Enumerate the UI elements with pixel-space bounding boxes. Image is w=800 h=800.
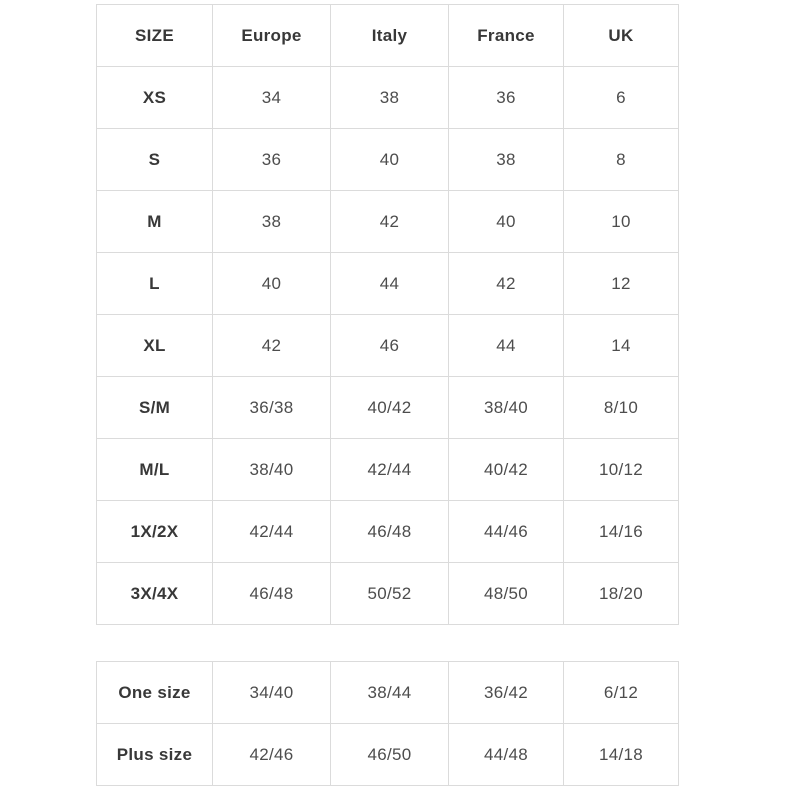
value-cell: 42/44 — [212, 500, 331, 563]
value-cell: 18/20 — [563, 562, 679, 625]
value-cell: 42 — [448, 252, 564, 315]
column-header-france: France — [448, 4, 564, 67]
value-cell: 44 — [448, 314, 564, 377]
value-cell: 36/38 — [212, 376, 331, 439]
value-cell: 36 — [448, 66, 564, 129]
table-row: L 40 44 42 12 — [96, 252, 679, 315]
column-header-uk: UK — [563, 4, 679, 67]
value-cell: 42 — [212, 314, 331, 377]
value-cell: 6 — [563, 66, 679, 129]
size-label: Plus size — [96, 723, 213, 786]
size-label: M/L — [96, 438, 213, 501]
value-cell: 10 — [563, 190, 679, 253]
value-cell: 8 — [563, 128, 679, 191]
value-cell: 40 — [330, 128, 449, 191]
size-label: M — [96, 190, 213, 253]
value-cell: 44 — [330, 252, 449, 315]
value-cell: 34 — [212, 66, 331, 129]
table-row: XL 42 46 44 14 — [96, 314, 679, 377]
size-label: S — [96, 128, 213, 191]
value-cell: 6/12 — [563, 661, 679, 724]
table-row: XS 34 38 36 6 — [96, 66, 679, 129]
value-cell: 12 — [563, 252, 679, 315]
table-row: Plus size 42/46 46/50 44/48 14/18 — [96, 723, 679, 786]
value-cell: 38/44 — [330, 661, 449, 724]
value-cell: 48/50 — [448, 562, 564, 625]
value-cell: 38/40 — [212, 438, 331, 501]
value-cell: 40 — [448, 190, 564, 253]
value-cell: 42/44 — [330, 438, 449, 501]
table-row: One size 34/40 38/44 36/42 6/12 — [96, 661, 679, 724]
value-cell: 46/48 — [212, 562, 331, 625]
column-header-size: SIZE — [96, 4, 213, 67]
size-conversion-table: SIZE Europe Italy France UK XS 34 38 36 … — [96, 4, 679, 625]
value-cell: 10/12 — [563, 438, 679, 501]
table-row: 1X/2X 42/44 46/48 44/46 14/16 — [96, 500, 679, 563]
value-cell: 36 — [212, 128, 331, 191]
size-label: S/M — [96, 376, 213, 439]
value-cell: 50/52 — [330, 562, 449, 625]
value-cell: 14 — [563, 314, 679, 377]
size-label: XS — [96, 66, 213, 129]
column-header-europe: Europe — [212, 4, 331, 67]
size-label: 1X/2X — [96, 500, 213, 563]
value-cell: 38 — [448, 128, 564, 191]
table-row: 3X/4X 46/48 50/52 48/50 18/20 — [96, 562, 679, 625]
table-row: S/M 36/38 40/42 38/40 8/10 — [96, 376, 679, 439]
header-row: SIZE Europe Italy France UK — [96, 4, 679, 67]
value-cell: 42/46 — [212, 723, 331, 786]
value-cell: 14/18 — [563, 723, 679, 786]
value-cell: 8/10 — [563, 376, 679, 439]
special-sizes-table: One size 34/40 38/44 36/42 6/12 Plus siz… — [96, 661, 679, 786]
value-cell: 40/42 — [330, 376, 449, 439]
value-cell: 38/40 — [448, 376, 564, 439]
value-cell: 40/42 — [448, 438, 564, 501]
table-row: S 36 40 38 8 — [96, 128, 679, 191]
value-cell: 42 — [330, 190, 449, 253]
value-cell: 44/48 — [448, 723, 564, 786]
size-label: One size — [96, 661, 213, 724]
value-cell: 38 — [212, 190, 331, 253]
size-label: XL — [96, 314, 213, 377]
value-cell: 44/46 — [448, 500, 564, 563]
size-label: L — [96, 252, 213, 315]
value-cell: 46/48 — [330, 500, 449, 563]
table-row: M/L 38/40 42/44 40/42 10/12 — [96, 438, 679, 501]
value-cell: 34/40 — [212, 661, 331, 724]
value-cell: 14/16 — [563, 500, 679, 563]
value-cell: 46 — [330, 314, 449, 377]
value-cell: 38 — [330, 66, 449, 129]
size-conversion-section: SIZE Europe Italy France UK XS 34 38 36 … — [96, 4, 679, 786]
value-cell: 46/50 — [330, 723, 449, 786]
size-label: 3X/4X — [96, 562, 213, 625]
column-header-italy: Italy — [330, 4, 449, 67]
table-row: M 38 42 40 10 — [96, 190, 679, 253]
value-cell: 36/42 — [448, 661, 564, 724]
value-cell: 40 — [212, 252, 331, 315]
